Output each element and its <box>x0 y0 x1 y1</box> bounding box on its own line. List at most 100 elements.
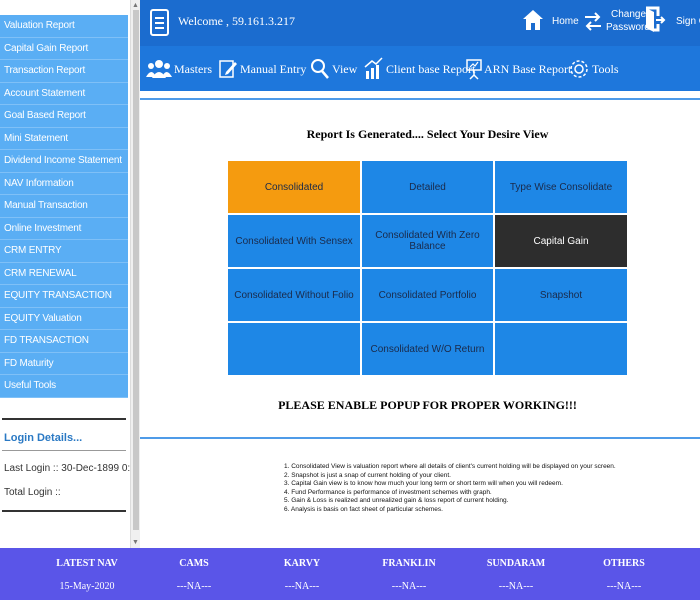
footer-column-label: CAMS <box>179 558 209 569</box>
scroll-up-arrow-icon[interactable]: ▲ <box>132 2 139 9</box>
view-option-consolidated-with-sensex[interactable]: Consolidated With Sensex <box>227 214 361 268</box>
sidebar-item-transaction-report[interactable]: Transaction Report <box>0 60 128 83</box>
view-option-consolidated-with-zero-balance[interactable]: Consolidated With Zero Balance <box>361 214 494 268</box>
footer-column-value: ---NA--- <box>391 581 427 592</box>
footer-cams: CAMS ---NA--- <box>139 558 249 592</box>
sidebar-item-dividend-income-statement[interactable]: Dividend Income Statement <box>0 150 128 173</box>
note-item: 3. Capital Gain view is to know how much… <box>284 480 563 487</box>
sidebar-item-valuation-report[interactable]: Valuation Report <box>0 15 128 38</box>
footer-column-label: LATEST NAV <box>56 558 118 569</box>
view-option-detailed[interactable]: Detailed <box>361 160 494 214</box>
footer-column-label: OTHERS <box>603 558 645 569</box>
sidebar-item-fd-maturity[interactable]: FD Maturity <box>0 352 128 375</box>
divider <box>2 510 126 512</box>
menu-toggle-icon[interactable] <box>150 9 169 36</box>
sidebar-item-fd-transaction[interactable]: FD TRANSACTION <box>0 330 128 353</box>
sidebar-item-crm-entry[interactable]: CRM ENTRY <box>0 240 128 263</box>
change-password-label-2: Password <box>606 22 650 33</box>
note-item: 4. Fund Performance is performance of in… <box>284 488 492 496</box>
sidebar-item-capital-gain-report[interactable]: Capital Gain Report <box>0 37 128 60</box>
popup-warning: PLEASE ENABLE POPUP FOR PROPER WORKING!!… <box>278 398 577 412</box>
divider <box>2 450 126 451</box>
sidebar: Valuation Report Capital Gain Report Tra… <box>0 0 136 545</box>
sidebar-item-equity-transaction[interactable]: EQUITY TRANSACTION <box>0 285 128 308</box>
view-option-type-wise-consolidate[interactable]: Type Wise Consolidate <box>494 160 628 214</box>
sidebar-item-mini-statement[interactable]: Mini Statement <box>0 127 128 150</box>
chart-growth-icon <box>364 57 383 79</box>
nav-arn-base-report-label: ARN Base Report <box>484 61 572 76</box>
footer-latest-nav: LATEST NAV 15-May-2020 <box>32 558 142 592</box>
notes-list: 1. Consolidated View is valuation report… <box>284 463 616 514</box>
nav-tools[interactable]: Tools <box>568 54 619 84</box>
report-view-grid: Consolidated Detailed Type Wise Consolid… <box>227 160 628 376</box>
sidebar-item-online-investment[interactable]: Online Investment <box>0 217 128 240</box>
scrollbar-thumb[interactable] <box>133 10 139 530</box>
nav-view[interactable]: View <box>310 54 357 84</box>
page-title: Report Is Generated.... Select Your Desi… <box>306 127 549 141</box>
scroll-down-arrow-icon[interactable]: ▼ <box>132 539 139 546</box>
note-item: 5. Gain & Loss is realized and unrealize… <box>284 497 509 504</box>
swap-arrows-icon <box>585 12 601 31</box>
change-password-label-1: Change <box>611 9 647 20</box>
users-icon <box>146 60 172 78</box>
nav-tools-label: Tools <box>592 61 619 76</box>
note-item: 1. Consolidated View is valuation report… <box>284 463 616 470</box>
note-item: 6. Analysis is basis on fact sheet of pa… <box>284 505 443 513</box>
footer-column-label: SUNDARAM <box>486 558 546 569</box>
footer-column-value: ---NA--- <box>606 581 642 592</box>
footer-column-value: 15-May-2020 <box>59 581 115 592</box>
footer-column-value: ---NA--- <box>176 581 212 592</box>
main-navbar: Masters Manual Entry View Client base Re… <box>140 46 700 91</box>
footer-column-value: ---NA--- <box>284 581 320 592</box>
divider <box>140 437 700 439</box>
sidebar-item-manual-transaction[interactable]: Manual Transaction <box>0 195 128 218</box>
home-icon <box>523 10 543 30</box>
nav-masters[interactable]: Masters <box>146 54 212 84</box>
divider <box>140 98 700 100</box>
edit-icon <box>219 60 237 78</box>
view-option-snapshot[interactable]: Snapshot <box>494 268 628 322</box>
footer-column-label: KARVY <box>283 558 321 569</box>
view-option-consolidated-wo-return[interactable]: Consolidated W/O Return <box>361 322 494 376</box>
footer-sundaram: SUNDARAM ---NA--- <box>461 558 571 592</box>
sidebar-item-useful-tools[interactable]: Useful Tools <box>0 375 128 398</box>
divider <box>2 418 126 420</box>
welcome-text: Welcome , 59.161.3.217 <box>178 14 296 28</box>
login-details-title: Login Details... <box>4 432 83 444</box>
view-option-consolidated-portfolio[interactable]: Consolidated Portfolio <box>361 268 494 322</box>
presentation-icon <box>466 59 482 80</box>
footer-others: OTHERS ---NA--- <box>569 558 679 592</box>
view-option-consolidated-without-folio[interactable]: Consolidated Without Folio <box>227 268 361 322</box>
footer-karvy: KARVY ---NA--- <box>247 558 357 592</box>
gear-icon <box>570 60 588 78</box>
view-option-empty <box>494 322 628 376</box>
view-option-empty <box>227 322 361 376</box>
nav-arn-base-report[interactable]: ARN Base Report <box>466 54 571 84</box>
footer-nav-bar: LATEST NAV 15-May-2020 CAMS ---NA--- KAR… <box>0 548 700 600</box>
view-option-capital-gain[interactable]: Capital Gain <box>494 214 628 268</box>
nav-manual-entry-label: Manual Entry <box>240 61 307 76</box>
sidebar-item-equity-valuation[interactable]: EQUITY Valuation <box>0 307 128 330</box>
view-option-consolidated[interactable]: Consolidated <box>227 160 361 214</box>
nav-masters-label: Masters <box>174 61 212 76</box>
nav-client-base-report-label: Client base Report <box>386 61 476 76</box>
sign-out-icon <box>646 6 666 32</box>
home-label: Home <box>552 16 579 27</box>
nav-view-label: View <box>332 61 358 76</box>
note-item: 2. Snapshot is just a snap of current ho… <box>284 471 451 479</box>
top-bar: Welcome , 59.161.3.217 Home Change Passw… <box>140 0 700 46</box>
sidebar-item-crm-renewal[interactable]: CRM RENEWAL <box>0 262 128 285</box>
nav-manual-entry[interactable]: Manual Entry <box>218 54 306 84</box>
sidebar-item-nav-information[interactable]: NAV Information <box>0 172 128 195</box>
search-icon <box>311 59 329 79</box>
footer-column-label: FRANKLIN <box>382 558 436 569</box>
sidebar-item-account-statement[interactable]: Account Statement <box>0 82 128 105</box>
last-login-text: Last Login :: 30-Dec-1899 0:0 <box>4 463 136 474</box>
sign-out-label: Sign Out <box>676 16 700 27</box>
nav-client-base-report[interactable]: Client base Report <box>364 54 475 84</box>
sidebar-menu: Valuation Report Capital Gain Report Tra… <box>0 15 128 398</box>
footer-column-value: ---NA--- <box>498 581 534 592</box>
sidebar-item-goal-based-report[interactable]: Goal Based Report <box>0 105 128 128</box>
total-login-text: Total Login :: <box>4 487 61 498</box>
sidebar-scrollbar[interactable]: ▲ ▼ <box>130 0 140 548</box>
